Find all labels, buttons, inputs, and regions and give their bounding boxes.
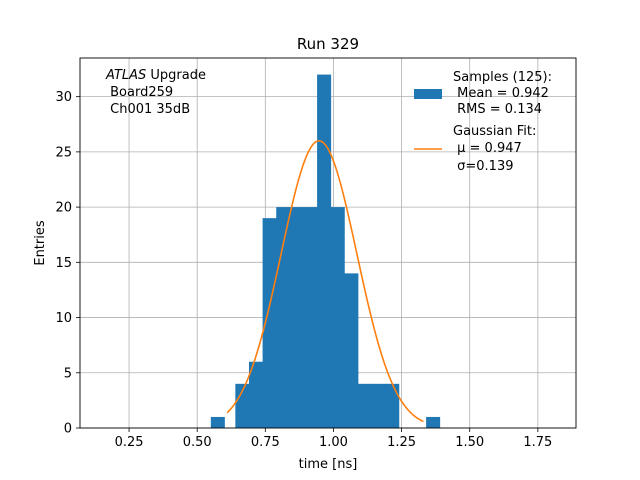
legend: Samples (125): Mean = 0.942 RMS = 0.134 … bbox=[414, 70, 552, 174]
y-tick-label: 10 bbox=[55, 311, 72, 326]
histogram-bar bbox=[235, 383, 250, 428]
histogram-bar bbox=[210, 416, 225, 428]
x-tick-label: 1.00 bbox=[319, 435, 348, 450]
y-tick-label: 5 bbox=[64, 366, 72, 381]
histogram-bar bbox=[317, 74, 332, 428]
x-axis-ticks: 0.25 0.50 0.75 1.00 1.25 1.50 1.75 bbox=[115, 428, 552, 450]
atlas-annotation: ATLAS Upgrade Board259 Ch001 35dB bbox=[105, 68, 206, 117]
chart-title: Run 329 bbox=[297, 35, 359, 53]
histogram-bars bbox=[210, 74, 441, 428]
histogram-bar bbox=[262, 218, 277, 428]
gaussian-fit-curve bbox=[226, 140, 424, 423]
x-axis-label: time [ns] bbox=[299, 457, 358, 472]
histogram-bar bbox=[385, 383, 400, 428]
x-tick-label: 0.25 bbox=[115, 435, 144, 450]
legend-samples-label: Samples (125): bbox=[453, 70, 552, 85]
histogram-bar bbox=[357, 383, 373, 428]
x-tick-label: 0.75 bbox=[251, 435, 280, 450]
legend-mean-label: Mean = 0.942 bbox=[453, 86, 549, 101]
y-axis-label: Entries bbox=[33, 220, 48, 266]
y-tick-label: 0 bbox=[64, 422, 72, 437]
y-tick-label: 15 bbox=[55, 256, 72, 271]
histogram-bar bbox=[248, 361, 263, 428]
x-tick-label: 1.50 bbox=[455, 435, 484, 450]
atlas-upgrade-label: ATLAS Upgrade bbox=[105, 68, 206, 83]
histogram-bar bbox=[426, 416, 441, 428]
legend-mu-label: μ = 0.947 bbox=[453, 141, 522, 156]
legend-samples-swatch bbox=[414, 89, 442, 99]
histogram-bar bbox=[289, 207, 304, 428]
y-tick-label: 25 bbox=[55, 145, 72, 160]
y-axis-ticks: 0 5 10 15 20 25 30 bbox=[55, 90, 80, 437]
x-tick-label: 1.25 bbox=[387, 435, 416, 450]
x-tick-label: 0.50 bbox=[183, 435, 212, 450]
legend-fit-label: Gaussian Fit: bbox=[453, 124, 536, 139]
legend-sigma-label: σ=0.139 bbox=[453, 159, 513, 174]
histogram-bar bbox=[344, 273, 359, 428]
histogram-bar bbox=[371, 383, 386, 428]
y-tick-label: 30 bbox=[55, 90, 72, 105]
y-tick-label: 20 bbox=[55, 201, 72, 216]
legend-rms-label: RMS = 0.134 bbox=[453, 102, 542, 117]
channel-label: Ch001 35dB bbox=[106, 102, 190, 117]
x-tick-label: 1.75 bbox=[523, 435, 552, 450]
histogram-bar bbox=[276, 207, 291, 428]
plot-frame bbox=[79, 57, 577, 429]
board-label: Board259 bbox=[106, 85, 173, 100]
histogram-bar bbox=[303, 207, 318, 428]
histogram-bar bbox=[330, 207, 345, 428]
